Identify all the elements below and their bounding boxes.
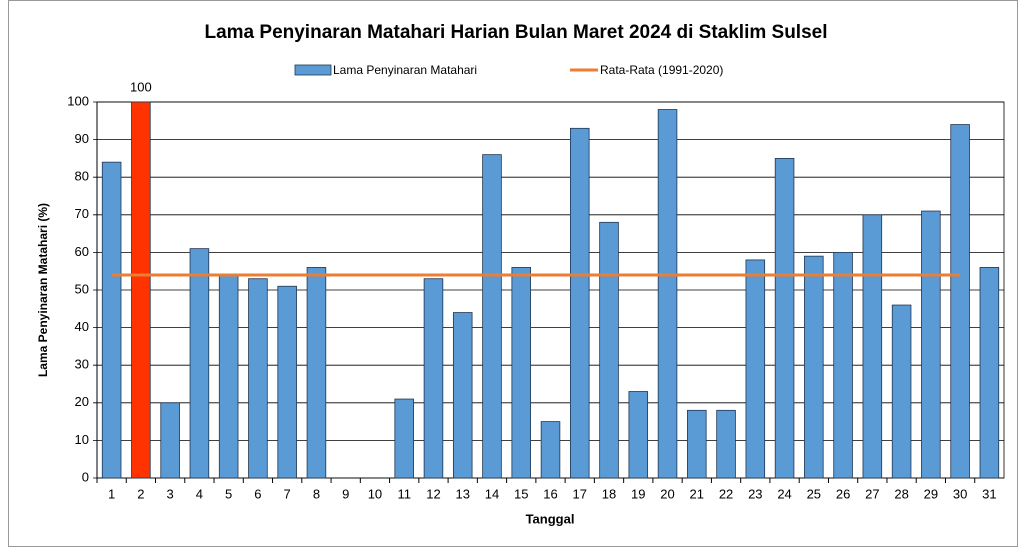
bar <box>599 221 619 479</box>
x-tick-label: 20 <box>660 486 674 501</box>
x-tick-label: 9 <box>342 486 349 501</box>
x-tick-label: 14 <box>485 486 499 501</box>
bar <box>540 421 561 479</box>
y-tick-label: 30 <box>75 357 89 372</box>
bar <box>891 304 912 479</box>
bar <box>160 402 180 479</box>
x-axis-label: Tanggal <box>526 511 575 526</box>
x-tick-label: 15 <box>514 486 528 501</box>
y-tick-label: 80 <box>75 169 89 184</box>
y-axis-label: Lama Penyinaran Matahari (%) <box>36 203 50 377</box>
bar <box>628 391 649 479</box>
y-tick-label: 40 <box>75 319 89 334</box>
x-tick-label: 5 <box>225 486 232 501</box>
x-tick-label: 30 <box>953 486 967 501</box>
y-tick-label: 70 <box>75 206 89 221</box>
bar <box>862 214 883 479</box>
x-tick-label: 18 <box>602 486 616 501</box>
y-tick-label: 20 <box>75 394 89 409</box>
bar <box>657 109 678 479</box>
x-tick-label: 22 <box>719 486 733 501</box>
bar <box>716 409 736 479</box>
bar <box>277 285 297 479</box>
bar <box>833 251 853 479</box>
y-tick-label: 90 <box>75 131 89 146</box>
x-tick-label: 12 <box>426 486 440 501</box>
x-tick-label: 2 <box>137 486 144 501</box>
x-tick-label: 4 <box>196 486 203 501</box>
bar <box>131 101 151 479</box>
bar <box>423 278 444 479</box>
x-tick-label: 1 <box>108 486 115 501</box>
bar <box>979 267 1000 479</box>
x-tick-label: 25 <box>807 486 821 501</box>
x-tick-label: 31 <box>982 486 996 501</box>
x-tick-label: 23 <box>748 486 762 501</box>
bar <box>687 409 707 479</box>
x-tick-label: 3 <box>167 486 174 501</box>
x-tick-label: 26 <box>836 486 850 501</box>
bar <box>482 154 502 479</box>
y-tick-label: 100 <box>67 93 89 108</box>
y-tick-label: 10 <box>75 432 89 447</box>
bar <box>569 127 590 479</box>
bar <box>101 161 122 479</box>
bar <box>921 210 941 479</box>
x-tick-label: 21 <box>690 486 704 501</box>
bar <box>189 248 210 479</box>
x-tick-label: 24 <box>777 486 791 501</box>
legend-label: Lama Penyinaran Matahari <box>333 63 477 77</box>
x-tick-label: 7 <box>284 486 291 501</box>
y-tick-label: 60 <box>75 244 89 259</box>
x-tick-label: 17 <box>573 486 587 501</box>
bar <box>218 274 239 479</box>
x-tick-label: 13 <box>455 486 469 501</box>
x-tick-label: 29 <box>924 486 938 501</box>
legend-swatch <box>294 64 332 76</box>
bar <box>248 278 268 479</box>
chart-title: Lama Penyinaran Matahari Harian Bulan Ma… <box>204 22 827 43</box>
data-label: 100 <box>130 79 152 94</box>
bar <box>745 259 766 479</box>
bar <box>511 267 532 479</box>
bar <box>774 157 795 479</box>
y-tick-label: 0 <box>82 469 89 484</box>
bar <box>306 267 327 479</box>
x-tick-label: 28 <box>894 486 908 501</box>
bar <box>804 255 824 479</box>
y-tick-label: 50 <box>75 281 89 296</box>
bar <box>394 398 414 479</box>
x-tick-label: 6 <box>254 486 261 501</box>
x-tick-label: 27 <box>865 486 879 501</box>
bar <box>950 124 970 479</box>
bar <box>452 312 473 479</box>
x-tick-label: 11 <box>397 486 411 501</box>
x-tick-label: 19 <box>631 486 645 501</box>
legend-label: Rata-Rata (1991-2020) <box>600 63 723 77</box>
x-tick-label: 10 <box>368 486 382 501</box>
x-tick-label: 8 <box>313 486 320 501</box>
x-tick-label: 16 <box>543 486 557 501</box>
